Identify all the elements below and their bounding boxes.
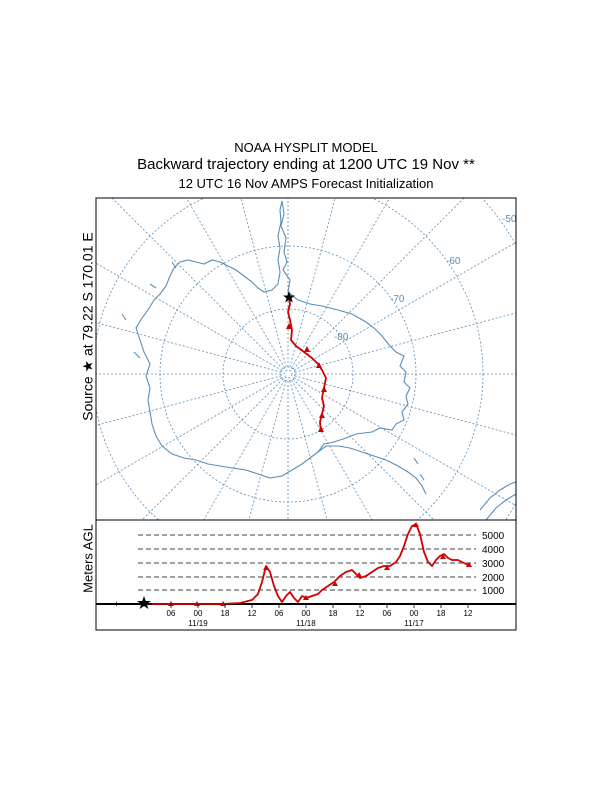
hour-label: 18 — [221, 609, 230, 618]
altitude-trajectory-markers — [168, 522, 472, 606]
meridian-line — [240, 198, 287, 368]
map-trajectory-path — [287, 296, 327, 433]
date-label: 11/17 — [404, 619, 424, 628]
meridian-line — [292, 378, 435, 520]
level-label-2000: 2000 — [482, 573, 505, 584]
hour-label: 12 — [248, 609, 257, 618]
meridian-line — [291, 379, 373, 520]
map-trajectory-markers — [286, 323, 327, 432]
altitude-frame — [95, 519, 517, 631]
antarctica-coastline — [135, 200, 411, 479]
date-label: 11/19 — [188, 619, 208, 628]
hour-label: 00 — [410, 609, 419, 618]
meridian-line — [203, 379, 285, 520]
start-marker: + — [114, 599, 119, 609]
time-axis-labels: 06 00 18 12 06 00 18 12 06 00 18 12 11/1… — [167, 609, 473, 628]
hour-label: 06 — [383, 609, 392, 618]
hour-label: 18 — [329, 609, 338, 618]
hour-label: 00 — [302, 609, 311, 618]
source-star-altitude — [137, 596, 151, 609]
meridian-line — [292, 198, 465, 370]
map-frame — [95, 197, 517, 521]
peninsula-coastline — [317, 445, 427, 495]
meridian-line — [248, 380, 287, 520]
meridian-line — [141, 378, 284, 520]
south-america-coastline — [479, 481, 516, 520]
hour-label: 12 — [356, 609, 365, 618]
level-label-5000: 5000 — [482, 531, 505, 542]
lat-label-60: -60 — [446, 256, 461, 267]
lat-lon-grid — [96, 198, 516, 520]
meridian-line — [111, 198, 284, 370]
level-label-4000: 4000 — [482, 545, 505, 556]
hour-label: 12 — [464, 609, 473, 618]
meridian-line — [96, 377, 283, 486]
lat-label-80: -80 — [334, 332, 349, 343]
title-model: NOAA HYSPLIT MODEL — [234, 140, 378, 155]
level-label-3000: 3000 — [482, 559, 505, 570]
meridian-line — [96, 262, 283, 371]
altitude-panel: 5000 4000 3000 2000 1000 + 06 00 18 12 0 — [95, 519, 517, 631]
meridian-line — [289, 198, 336, 368]
meridian-line — [294, 375, 516, 436]
date-label: 11/18 — [296, 619, 316, 628]
level-label-1000: 1000 — [482, 586, 505, 597]
latitude-labels: -50 -60 -70 -80 — [334, 214, 517, 343]
altitude-trajectory-path — [152, 523, 471, 605]
meridian-line — [96, 322, 282, 373]
islands-coastline — [121, 261, 425, 481]
lat-label-70: -70 — [390, 294, 405, 305]
meridian-line — [289, 380, 328, 520]
map-panel: -50 -60 -70 -80 — [96, 198, 517, 520]
time-axis-ticks — [170, 604, 469, 608]
source-star-map — [283, 291, 295, 303]
meridian-line — [185, 198, 285, 369]
meridian-line — [293, 377, 516, 507]
meridian-line — [294, 312, 516, 373]
title-trajectory: Backward trajectory ending at 1200 UTC 1… — [137, 156, 475, 173]
hour-label: 18 — [437, 609, 446, 618]
title-initialization: 12 UTC 16 Nov AMPS Forecast Initializati… — [178, 176, 434, 191]
meridian-line — [96, 375, 282, 426]
hour-label: 06 — [167, 609, 176, 618]
hour-label: 06 — [275, 609, 284, 618]
lat-label-50: -50 — [502, 214, 517, 225]
hour-label: 00 — [194, 609, 203, 618]
meridian-line — [293, 241, 516, 371]
meridian-line — [291, 198, 391, 369]
